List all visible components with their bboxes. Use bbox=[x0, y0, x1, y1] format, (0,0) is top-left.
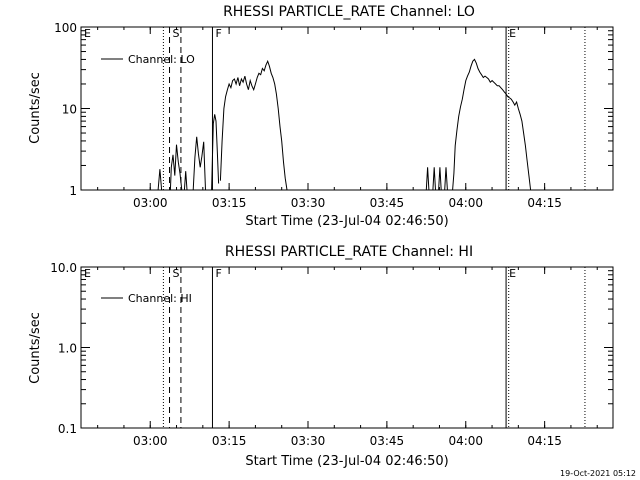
x-tick-label-lo: 03:30 bbox=[291, 196, 326, 210]
y-tick-label-lo: 100 bbox=[54, 21, 77, 35]
series-line-lo bbox=[438, 167, 442, 191]
y-tick-label-lo: 1 bbox=[69, 184, 77, 198]
marker-label-hi: S bbox=[173, 267, 180, 280]
x-ticks-lo: 03:00 03:15 03:30 03:45 04:00 04:15 bbox=[97, 27, 598, 210]
series-line-lo bbox=[444, 167, 448, 191]
panel-lo: RHESSI PARTICLE_RATE Channel: LO E S F E 03… bbox=[28, 4, 614, 229]
x-tick-label-hi: 03:45 bbox=[370, 434, 405, 448]
x-tick-label-lo: 04:15 bbox=[527, 196, 562, 210]
chart-title-lo: RHESSI PARTICLE_RATE Channel: LO bbox=[223, 4, 475, 20]
x-tick-label-hi: 03:15 bbox=[212, 434, 247, 448]
series-line-lo bbox=[432, 167, 436, 191]
legend-label-lo: Channel: LO bbox=[128, 53, 195, 66]
x-tick-label-hi: 04:15 bbox=[527, 434, 562, 448]
footer-timestamp: 19-Oct-2021 05:12 bbox=[560, 469, 636, 478]
series-line-lo bbox=[169, 144, 183, 191]
y-tick-label-hi: 0.1 bbox=[58, 422, 77, 436]
y-tick-label-hi: 1.0 bbox=[58, 342, 77, 356]
series-line-lo bbox=[452, 58, 532, 191]
y-ticks-lo: 1 10 100 bbox=[54, 21, 613, 198]
series-line-lo bbox=[183, 171, 188, 191]
y-axis-label-lo: Counts/sec bbox=[28, 72, 43, 144]
x-tick-label-hi: 04:00 bbox=[448, 434, 483, 448]
x-tick-label-lo: 03:00 bbox=[133, 196, 168, 210]
legend-label-hi: Channel: HI bbox=[128, 292, 192, 305]
legend-lo: Channel: LO bbox=[101, 53, 195, 66]
marker-label-lo: F bbox=[215, 27, 221, 40]
chart-title-hi: RHESSI PARTICLE_RATE Channel: HI bbox=[225, 244, 473, 260]
series-line-lo bbox=[425, 167, 430, 191]
series-line-lo bbox=[219, 59, 288, 191]
y-tick-label-hi: 10.0 bbox=[50, 261, 77, 275]
panel-hi: RHESSI PARTICLE_RATE Channel: HI E S F E 03… bbox=[28, 244, 614, 469]
marker-label-lo: E bbox=[84, 27, 91, 40]
data-series-lo bbox=[157, 58, 532, 191]
marker-label-hi: E bbox=[509, 267, 516, 280]
x-tick-label-hi: 03:00 bbox=[133, 434, 168, 448]
x-tick-label-lo: 03:15 bbox=[212, 196, 247, 210]
x-tick-label-lo: 03:45 bbox=[370, 196, 405, 210]
x-axis-label-hi: Start Time (23-Jul-04 02:46:50) bbox=[245, 454, 448, 469]
x-tick-label-hi: 03:30 bbox=[291, 434, 326, 448]
y-tick-label-lo: 10 bbox=[62, 103, 77, 117]
y-ticks-hi: 0.1 1.0 10.0 bbox=[50, 261, 613, 436]
series-line-lo bbox=[192, 136, 206, 191]
marker-label-lo: S bbox=[173, 27, 180, 40]
legend-hi: Channel: HI bbox=[101, 292, 192, 305]
marker-label-lo: E bbox=[509, 27, 516, 40]
series-line-lo bbox=[211, 114, 220, 191]
plot-frame-lo bbox=[80, 26, 614, 191]
series-line-lo bbox=[157, 169, 163, 191]
x-axis-label-lo: Start Time (23-Jul-04 02:46:50) bbox=[245, 214, 448, 229]
x-tick-label-lo: 04:00 bbox=[448, 196, 483, 210]
marker-label-hi: F bbox=[215, 267, 221, 280]
marker-label-hi: E bbox=[84, 267, 91, 280]
x-ticks-hi: 03:00 03:15 03:30 03:45 04:00 04:15 bbox=[97, 267, 598, 448]
y-axis-label-hi: Counts/sec bbox=[28, 312, 43, 384]
